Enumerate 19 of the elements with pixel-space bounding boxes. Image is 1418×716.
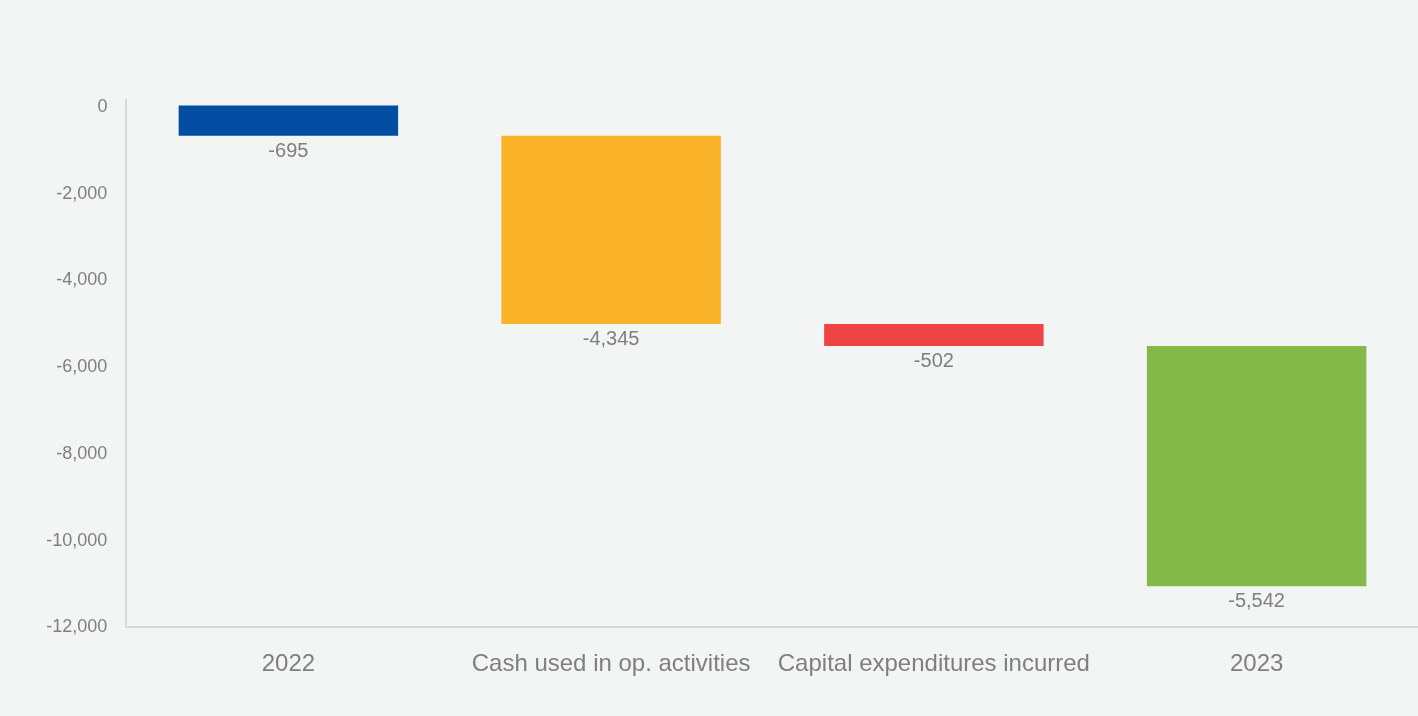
data-label: -4,345	[582, 327, 640, 350]
x-tick-label: Cash used in op. activities	[471, 648, 751, 676]
bar	[501, 135, 721, 325]
y-tick-label: -8,000	[56, 442, 108, 463]
bar	[1146, 345, 1367, 587]
y-tick-label: -2,000	[56, 182, 108, 203]
y-tick-label: -10,000	[46, 529, 108, 550]
y-tick-label: -4,000	[56, 269, 108, 290]
x-tick-label: Capital expenditures incurred	[777, 648, 1090, 676]
data-label: -502	[913, 348, 954, 371]
y-tick-label: -6,000	[56, 356, 108, 377]
x-tick-label: 2023	[1229, 648, 1284, 676]
data-label: -695	[268, 138, 309, 161]
y-tick-label: -12,000	[46, 616, 108, 637]
x-tick-label: 2022	[261, 648, 316, 676]
y-tick-label: 0	[97, 95, 108, 116]
data-label: -5,542	[1228, 589, 1285, 612]
bar	[824, 324, 1044, 346]
bar	[178, 105, 399, 136]
